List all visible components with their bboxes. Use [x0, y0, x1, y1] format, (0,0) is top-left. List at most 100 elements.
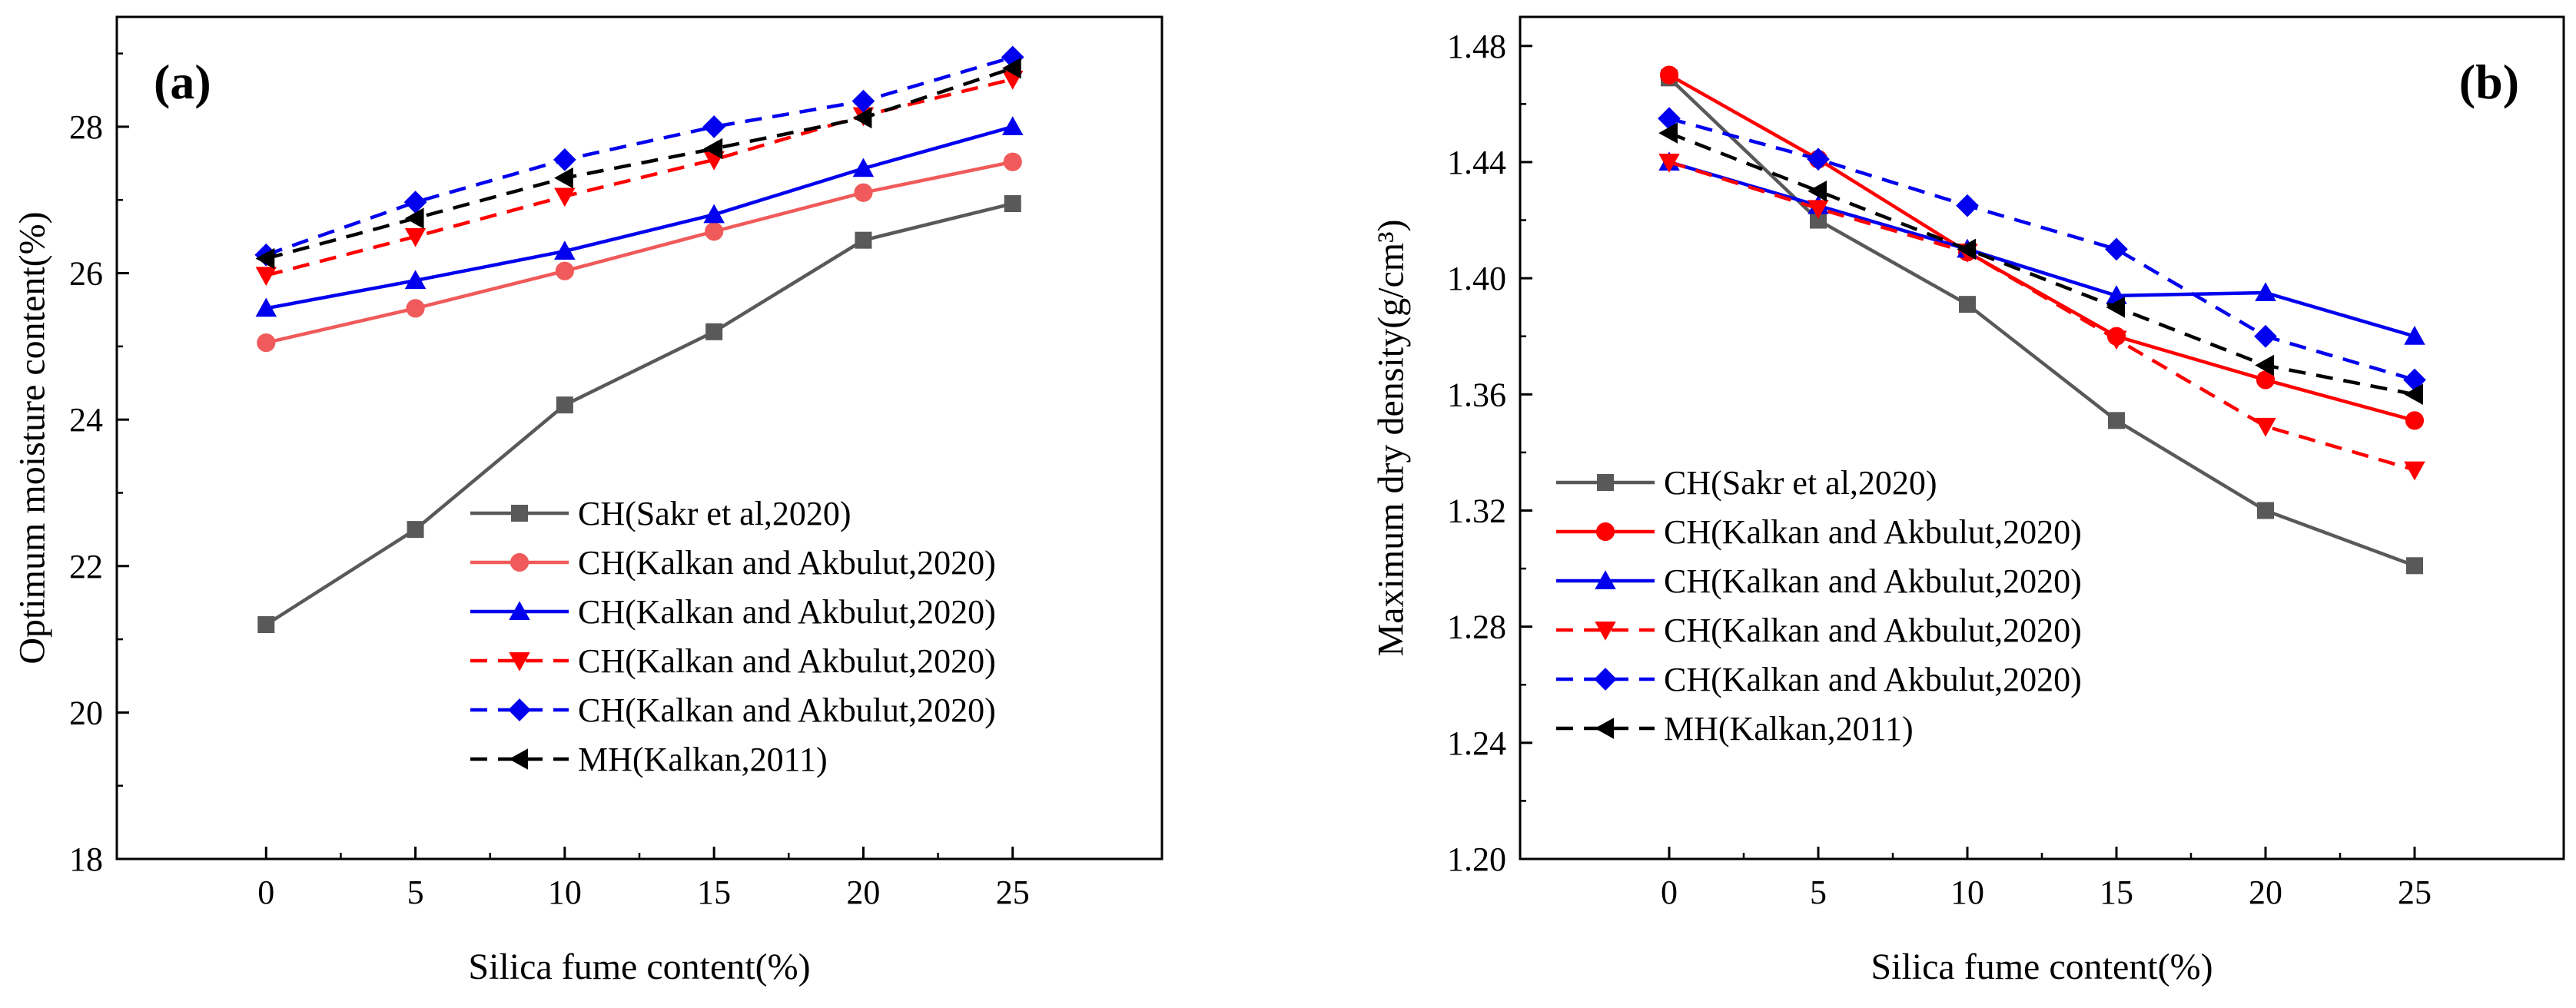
data-point — [2255, 282, 2276, 302]
data-point — [703, 204, 725, 224]
legend-label: MH(Kalkan,2011) — [578, 741, 828, 778]
data-point — [702, 115, 725, 138]
legend-label: CH(Kalkan and Akbulut,2020) — [578, 642, 996, 680]
chart-panel-a: 0 5 10 15 20 25 18 20 22 24 26 28 Silica fume conten… — [12, 15, 1164, 987]
x-tick-label: 0 — [257, 874, 274, 911]
data-point — [1001, 57, 1021, 79]
y-tick-label: 24 — [69, 401, 103, 439]
y-tick-label: 1.44 — [1447, 144, 1506, 181]
y-axis-title: Maximum dry density(g/cm³) — [1371, 220, 1412, 657]
x-axis-title: Silica fume content(%) — [1871, 947, 2213, 987]
legend-label: CH(Kalkan and Akbulut,2020) — [578, 593, 996, 631]
data-point — [406, 299, 425, 318]
series-line — [1668, 117, 2415, 382]
data-point — [556, 396, 573, 414]
data-point — [257, 616, 275, 634]
series-5 — [254, 45, 1024, 267]
data-point — [255, 267, 277, 287]
data-point — [2106, 330, 2127, 350]
legend-label: MH(Kalkan,2011) — [1664, 710, 1914, 748]
x-tick-label: 10 — [1950, 874, 1984, 911]
series-2 — [1659, 65, 2425, 430]
data-point — [257, 333, 276, 353]
data-point — [404, 227, 427, 247]
series-2 — [257, 152, 1022, 353]
x-axis-title: Silica fume content(%) — [468, 947, 810, 987]
series-6 — [255, 57, 1021, 270]
data-point — [2105, 237, 2128, 261]
data-point — [1001, 116, 1024, 135]
series-line — [265, 160, 1014, 345]
data-point — [1004, 195, 1021, 213]
legend-marker — [509, 652, 530, 671]
series-line — [265, 77, 1014, 277]
legend-marker — [510, 552, 529, 572]
legend-marker — [511, 505, 528, 522]
legend-label: CH(Kalkan and Akbulut,2020) — [1664, 612, 2082, 649]
data-point — [1808, 200, 1829, 220]
panel-label: (a) — [154, 55, 211, 109]
data-point — [1957, 238, 1976, 260]
x-tick-label: 5 — [407, 874, 424, 911]
legend-marker — [1595, 570, 1616, 589]
y-tick-label: 1.20 — [1447, 841, 1506, 878]
series-line — [1668, 160, 2415, 338]
data-point — [404, 207, 424, 229]
data-point — [1658, 122, 1678, 144]
y-tick-label: 1.40 — [1447, 260, 1506, 297]
data-point — [2404, 383, 2423, 406]
data-point — [1659, 65, 1679, 85]
series-1 — [257, 195, 1021, 634]
data-point — [2255, 354, 2274, 376]
series-line — [265, 66, 1014, 260]
chart-panel-b: 0 5 10 15 20 25 1.20 1.24 1.28 1.32 1.36 1.40 1.44 1.… — [1371, 15, 2565, 987]
series-line — [265, 124, 1014, 310]
legend-marker — [1595, 522, 1615, 542]
x-tick-label: 15 — [2100, 874, 2133, 911]
data-point — [554, 167, 573, 189]
data-point — [553, 148, 576, 171]
y-tick-label: 22 — [69, 548, 103, 585]
data-point — [1003, 152, 1022, 171]
y-axis-title: Optimum moisture content(%) — [12, 211, 53, 664]
y-tick-label: 1.36 — [1447, 376, 1506, 413]
y-tick-label: 28 — [69, 108, 103, 146]
x-tick-label: 20 — [846, 874, 880, 911]
legend-marker — [1597, 474, 1614, 491]
data-point — [255, 247, 275, 270]
data-point — [2256, 370, 2276, 390]
data-point — [404, 270, 427, 290]
series-3 — [1658, 151, 2425, 345]
series-line — [265, 201, 1014, 626]
x-tick-label: 25 — [996, 874, 1030, 911]
series-6 — [1658, 122, 2423, 406]
data-point — [705, 323, 723, 340]
data-point — [1808, 181, 1827, 202]
legend-marker — [1594, 668, 1617, 691]
series-line — [1668, 131, 2415, 396]
series-3 — [255, 116, 1024, 317]
data-point — [852, 158, 875, 177]
data-point — [554, 187, 576, 207]
data-point — [2254, 324, 2277, 348]
series-line — [1668, 160, 2415, 472]
data-point — [1658, 153, 1680, 173]
data-point — [2404, 461, 2425, 481]
legend-label: CH(Sakr et al,2020) — [578, 495, 851, 532]
legend-label: CH(Kalkan and Akbulut,2020) — [578, 691, 996, 729]
legend: CH(Sakr et al,2020) CH(Kalkan and Akbulut… — [470, 495, 996, 778]
series-line — [1668, 73, 2415, 423]
x-tick-label: 10 — [548, 874, 582, 911]
data-point — [2255, 417, 2276, 437]
data-point — [554, 240, 576, 260]
data-point — [851, 89, 875, 113]
legend-marker — [508, 698, 531, 721]
data-point — [703, 138, 723, 160]
legend-label: CH(Kalkan and Akbulut,2020) — [1664, 661, 2082, 698]
data-point — [403, 191, 427, 214]
data-point — [255, 297, 277, 317]
series-line — [265, 55, 1014, 257]
y-tick-label: 26 — [69, 255, 103, 293]
legend-marker — [509, 601, 530, 620]
